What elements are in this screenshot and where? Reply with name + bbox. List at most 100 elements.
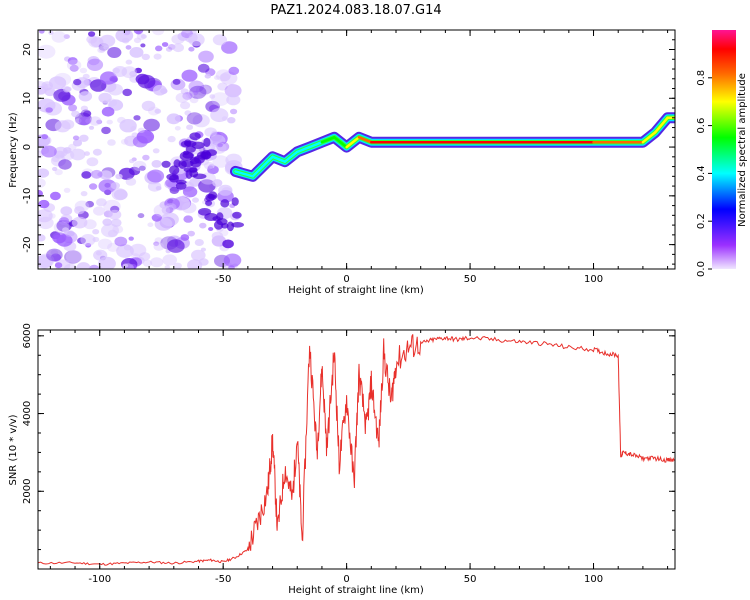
noise-blob	[38, 199, 50, 209]
noise-blob	[137, 127, 145, 133]
noise-blob	[97, 172, 104, 177]
noise-blob	[81, 171, 92, 179]
noise-blob	[58, 159, 72, 170]
noise-blob	[200, 151, 207, 159]
noise-blob	[198, 258, 209, 266]
noise-blob	[181, 202, 197, 214]
noise-blob	[99, 170, 113, 180]
noise-blob	[221, 41, 238, 54]
noise-blob	[113, 189, 128, 200]
noise-blob	[122, 88, 132, 97]
noise-blob	[76, 262, 91, 269]
noise-blob	[97, 47, 106, 54]
noise-blob	[107, 139, 116, 146]
x-tick-label: -100	[88, 574, 111, 585]
noise-blob	[169, 165, 180, 175]
noise-blob	[155, 45, 163, 52]
noise-blob	[68, 143, 77, 151]
noise-blob	[122, 263, 134, 269]
ridge-segment	[653, 116, 669, 134]
ridge-segment	[641, 131, 657, 144]
noise-blob	[45, 107, 53, 113]
noise-blob	[106, 119, 113, 125]
noise-blob	[49, 76, 67, 90]
noise-blob	[222, 239, 234, 249]
noise-blob	[72, 216, 88, 229]
figure-title: PAZ1.2024.083.18.07.G14	[270, 3, 441, 18]
noise-blob	[183, 215, 193, 223]
noise-blob	[154, 237, 163, 244]
colorbar-tick-label: 0.4	[696, 165, 707, 181]
noise-blob	[212, 155, 229, 168]
ridge-segment	[345, 136, 361, 149]
noise-blob	[185, 91, 195, 99]
noise-blob	[98, 256, 116, 269]
noise-blob	[180, 194, 190, 202]
noise-blob	[188, 80, 205, 93]
y-tick-label: 6000	[22, 323, 33, 348]
snr-plot-area	[38, 334, 675, 566]
noise-blob	[194, 239, 204, 246]
noise-blob	[186, 124, 194, 130]
noise-blob	[211, 92, 230, 106]
colorbar-label: Normalized spectral amplitude	[737, 73, 748, 227]
noise-blob	[64, 229, 75, 237]
noise-blob	[90, 169, 103, 179]
noise-blob	[53, 146, 68, 158]
ridge-segment	[283, 150, 299, 163]
noise-blob	[58, 217, 70, 226]
noise-blob	[98, 92, 112, 104]
noise-blob	[208, 191, 218, 201]
noise-blob	[74, 200, 90, 212]
noise-blob	[153, 204, 170, 217]
snr-xlabel: Height of straight line (km)	[288, 585, 424, 596]
noise-blob	[129, 159, 135, 164]
noise-blob	[112, 225, 124, 234]
noise-blob	[214, 220, 224, 230]
noise-blob	[189, 85, 207, 99]
noise-blob	[51, 31, 67, 43]
noise-blob	[137, 213, 145, 219]
ridge-segment	[234, 170, 255, 178]
noise-blob	[177, 32, 189, 41]
noise-blob	[152, 84, 167, 96]
noise-blob	[112, 66, 128, 77]
noise-blob	[152, 148, 160, 154]
noise-blob	[198, 179, 216, 193]
noise-blob	[78, 91, 93, 102]
noise-blob	[96, 119, 103, 125]
noise-blob	[180, 234, 190, 241]
noise-blob	[147, 169, 165, 183]
noise-blob	[80, 105, 88, 112]
noise-blob	[54, 262, 63, 269]
noise-blob	[38, 216, 54, 230]
noise-blob	[230, 108, 238, 115]
noise-blob	[162, 254, 177, 266]
y-tick-label: 0	[22, 144, 33, 150]
y-tick-label: 4000	[22, 401, 33, 426]
noise-blob	[217, 143, 223, 148]
noise-blob	[60, 206, 73, 216]
noise-blob	[151, 213, 162, 222]
noise-blob	[85, 200, 94, 208]
noise-blob	[147, 222, 154, 227]
snr-ticks: -100 -50 0 50 100 6000 4000 2000	[22, 323, 675, 585]
noise-blob	[38, 189, 43, 198]
noise-blob	[174, 126, 181, 131]
colorbar-ticks: 0.0 0.2 0.4 0.6 0.8	[696, 70, 712, 277]
noise-blob	[50, 191, 61, 201]
noise-blob	[101, 223, 119, 238]
noise-blob	[115, 30, 134, 43]
snr-frame	[37, 329, 676, 570]
noise-blob	[53, 234, 65, 244]
snr-ylabel: SNR (10 * v/v)	[8, 414, 19, 485]
noise-blob	[169, 174, 179, 183]
noise-blob	[178, 160, 187, 169]
noise-blob	[231, 197, 239, 206]
noise-blob	[72, 135, 80, 141]
y-tick-label: -10	[22, 188, 33, 204]
noise-blob	[189, 132, 201, 141]
noise-blob	[154, 108, 162, 114]
